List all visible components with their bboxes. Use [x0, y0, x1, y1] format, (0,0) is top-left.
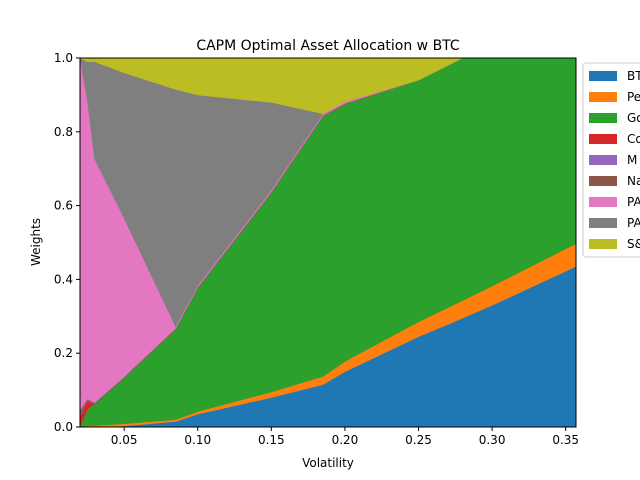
x-tick-label: 0.25 — [405, 433, 432, 447]
legend-label: PA — [627, 216, 640, 230]
y-tick-label: 0.2 — [54, 346, 73, 360]
legend-label: PA — [627, 195, 640, 209]
legend-swatch — [589, 176, 617, 186]
legend-label: Na — [627, 174, 640, 188]
area-layers — [79, 57, 577, 428]
legend-swatch — [589, 155, 617, 165]
legend-swatch — [589, 92, 617, 102]
x-tick-label: 0.20 — [332, 433, 359, 447]
legend: BTC Pe Go Co M Na PA PA S& — [582, 62, 640, 258]
plot-frame — [79, 57, 577, 428]
legend-label: M — [627, 153, 637, 167]
legend-swatch — [589, 218, 617, 228]
y-tick-label: 0.6 — [54, 199, 73, 213]
legend-swatch — [589, 239, 617, 249]
legend-label: Co — [627, 132, 640, 146]
legend-swatch — [589, 113, 617, 123]
x-tick-label: 0.35 — [552, 433, 579, 447]
x-axis-label: Volatility — [302, 456, 354, 470]
legend-label: Pe — [627, 90, 640, 104]
y-tick-label: 0.8 — [54, 125, 73, 139]
legend-swatch — [589, 71, 617, 81]
y-axis-label: Weights — [29, 218, 43, 266]
x-tick-label: 0.05 — [111, 433, 138, 447]
y-tick-label: 0.0 — [54, 420, 73, 434]
x-axis: 0.05 0.10 0.15 0.20 0.25 0.30 0.35 — [111, 427, 579, 447]
x-tick-label: 0.15 — [258, 433, 285, 447]
legend-label: BTC — [627, 69, 640, 83]
y-axis: 0.0 0.2 0.4 0.6 0.8 1.0 — [54, 51, 80, 434]
x-tick-label: 0.30 — [479, 433, 506, 447]
legend-swatch — [589, 197, 617, 207]
legend-swatch — [589, 134, 617, 144]
x-tick-label: 0.10 — [184, 433, 211, 447]
chart-title: CAPM Optimal Asset Allocation w BTC — [196, 38, 460, 54]
y-tick-label: 0.4 — [54, 272, 73, 286]
legend-label: S& — [627, 237, 640, 251]
legend-label: Go — [627, 111, 640, 125]
y-tick-label: 1.0 — [54, 51, 73, 65]
